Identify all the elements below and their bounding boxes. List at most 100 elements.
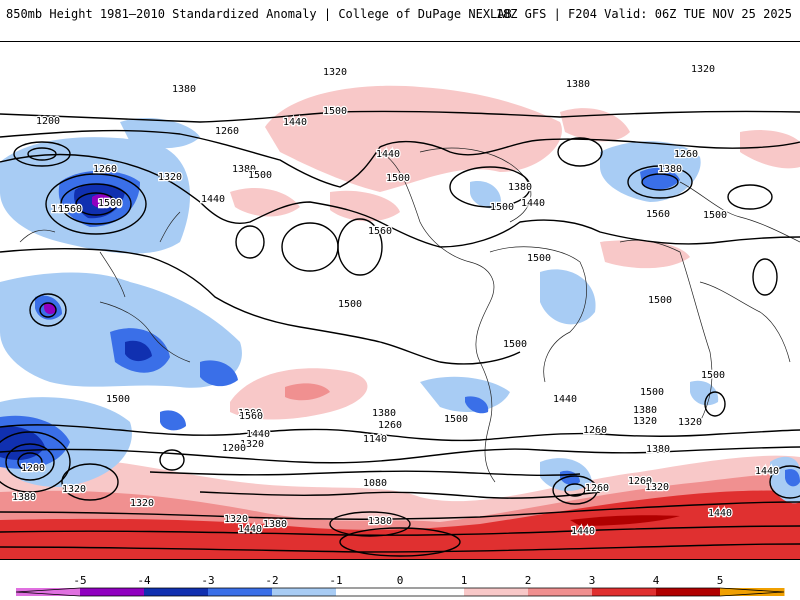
contour-label: 1080 [363,478,387,489]
map-canvas: 1320 1380 1320 1380 1200 1260 1440 1500 1380 1320… [0,63,800,559]
contour-label: 1260 [628,476,652,487]
contour-label: 1380 [658,164,682,175]
colorbar-outline [15,587,785,597]
south-america-negative [420,376,510,412]
colorbar-tick-label: 0 [397,574,404,587]
contour-label: 1440 [201,194,225,205]
east-negative [770,456,800,504]
contour-label: 1200 [238,408,262,419]
siberia-positive [560,108,630,142]
colorbar-tick-label: 5 [717,574,724,587]
colorbar-tick-label: -2 [265,574,278,587]
colorbar: -5 -4 -3 -2 -1 0 1 2 3 4 5 [0,570,800,600]
contour-label: 1440 [238,524,262,535]
contour-label: 1320 [130,498,154,509]
contour-label: 1440 [571,526,595,537]
contour-label: 1260 [583,425,607,436]
contour-label: 1500 [703,210,727,221]
colorbar-segment [16,588,81,596]
europe-negative-core [640,167,680,190]
colorbar-segment [144,588,209,596]
contour-label: 1380 [172,84,196,95]
contour-label: 1560 [368,226,392,237]
contour-label: 1260 [93,164,117,175]
east-asia-negative-extreme [92,194,113,209]
contour-label: 1500 [648,295,672,306]
north-america-negative [470,181,501,209]
contour-label: 1440 [246,429,270,440]
west-pacific-negative-2 [200,360,238,387]
contour-label: 1320 [224,514,248,525]
contour-label: 1200 [21,463,45,474]
se-pacific-positive-core [285,383,330,401]
contour-label: 1320 [691,64,715,75]
south-america-negative-core [465,396,489,414]
contour-label: 1560 [239,411,263,422]
contour-label: 1320 [633,416,657,427]
contour-label: 1380 [12,492,36,503]
contour-label: 1500 [386,173,410,184]
colorbar-tick-label: 2 [525,574,532,587]
contour-label: 1440 [376,149,400,160]
contour-label: 1440 [755,466,779,477]
contour-label: 1260 [215,126,239,137]
central-pacific-positive [230,187,300,217]
contour-label: 1320 [240,439,264,450]
contour-label: 1200 [222,443,246,454]
colorbar-segment [528,588,593,596]
colorbar-tick-label: 4 [653,574,660,587]
contour-label: 1380 [566,79,590,90]
contour-label: 1500 [701,370,725,381]
contour-label: 1500 [490,202,514,213]
central-asia-positive [740,130,800,169]
south-africa-negative [690,380,719,406]
coastlines [19,147,800,483]
colorbar-segment [272,588,337,596]
contour-label: 1560 [646,209,670,220]
contour-label: 1440 [553,394,577,405]
run-info: 18Z GFS | F204 Valid: 06Z TUE NOV 25 202… [495,7,792,21]
contour-label: 1380 [263,519,287,530]
contour-label: 1440 [200,194,224,205]
atlantic-negative [540,269,596,325]
colorbar-segment [656,588,721,596]
contour-label: 1560 [58,204,82,215]
colorbar-segment [208,588,273,596]
contour-labels: 1320 1380 1320 1380 1200 1260 1440 1500 1380 1320… [11,63,781,539]
sw-negative-2 [160,410,186,431]
header: 850mb Height 1981–2010 Standardized Anom… [0,0,800,30]
southern-positive-strong [0,490,800,559]
africa-positive [600,240,690,269]
colorbar-tick-label: -4 [137,574,151,587]
colorbar-tick-label: -1 [329,574,342,587]
colorbar-tick-label: 3 [589,574,596,587]
contour-label: 1500 [338,299,362,310]
colorbar-tick-label: -3 [201,574,214,587]
contour-label: 1320 [158,172,182,183]
contour-label: 1560 [51,204,75,215]
contour-label: 1200 [36,116,60,127]
aleutian-negative [120,117,200,149]
contour-label: 1380 [646,444,670,455]
colorbar-segment [80,588,145,596]
east-pacific-positive [330,190,400,222]
contour-label: 1320 [678,417,702,428]
contour-label: 1260 [585,483,609,494]
colorbar-segment [336,588,401,596]
contour-label: 1380 [368,516,392,527]
contour-label: 1440 [283,117,307,128]
colorbar-segment [464,588,529,596]
contour-label: 1500 [640,387,664,398]
colorbar-tick-label: -5 [73,574,86,587]
southern-positive-extreme [570,515,680,526]
contour-label: 1260 [674,149,698,160]
colorbar-tick-label: 1 [461,574,468,587]
contour-label: 1380 [508,182,532,193]
contour-label: 1380 [372,408,396,419]
contour-label: 1500 [106,394,130,405]
map-title: 850mb Height 1981–2010 Standardized Anom… [6,7,512,21]
contour-label: 1500 [323,106,347,117]
contour-label: 1320 [645,482,669,493]
east-negative-core [785,469,800,487]
contour-label: 1500 [527,253,551,264]
